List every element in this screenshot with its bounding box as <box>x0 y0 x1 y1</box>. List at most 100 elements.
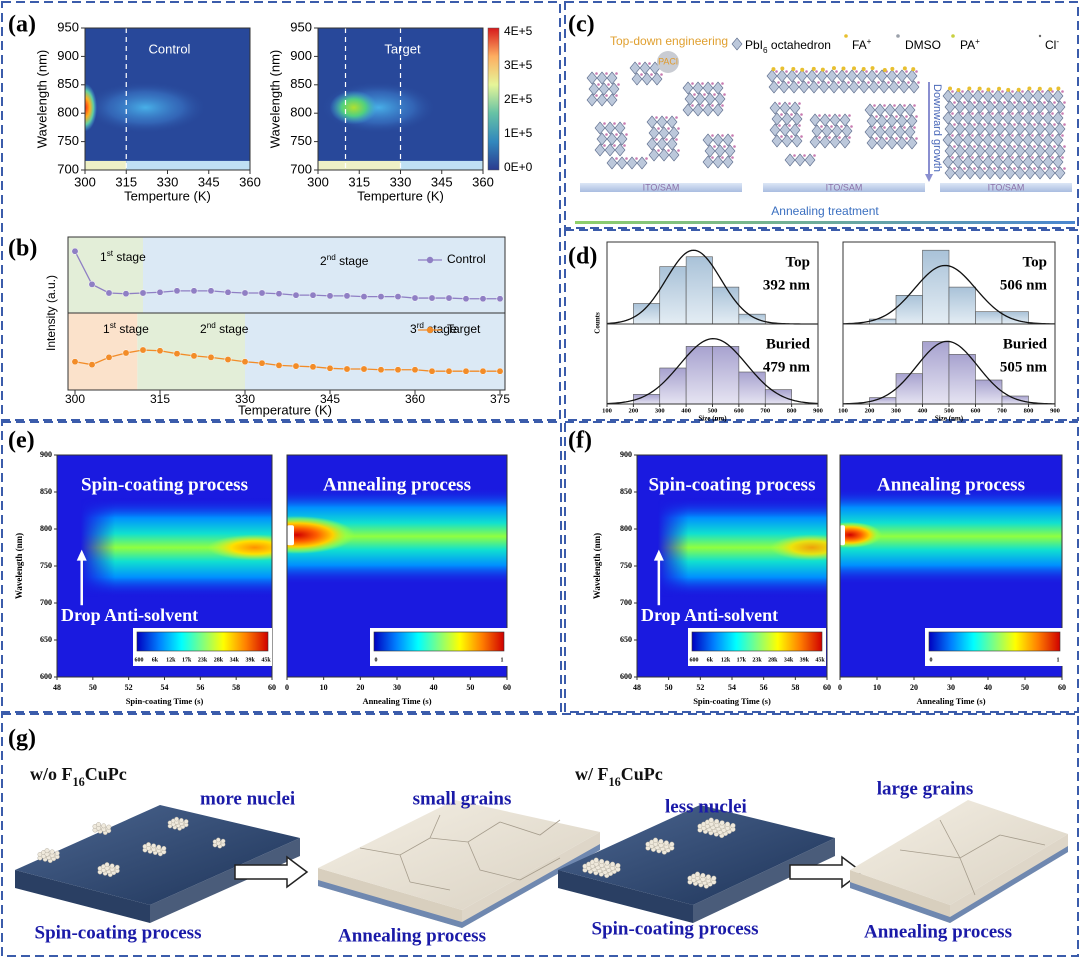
octahedron <box>1014 166 1026 180</box>
slab-layer <box>850 882 950 923</box>
octahedron <box>694 92 706 106</box>
legend-label-part: FA <box>852 38 867 52</box>
ion <box>625 157 628 160</box>
series-point <box>377 366 385 374</box>
octahedron <box>781 134 793 148</box>
stage-label-part: 1 <box>103 322 110 336</box>
octahedron <box>712 133 724 147</box>
ion <box>1031 90 1034 93</box>
nucleus-atom <box>694 871 701 877</box>
ion <box>847 81 850 84</box>
ion <box>827 81 830 84</box>
ion <box>1021 156 1024 159</box>
octahedron <box>596 93 608 107</box>
nucleus-atom <box>615 863 621 869</box>
octahedron <box>942 111 954 125</box>
step-label: Annealing process <box>338 925 486 946</box>
slab-layer <box>950 846 1068 923</box>
x-tick-label: 56 <box>760 683 768 692</box>
surface-ion <box>1037 86 1042 91</box>
series-point <box>71 247 79 255</box>
octahedron <box>714 144 726 158</box>
legend-label-part: DMSO <box>905 38 941 52</box>
series-point <box>241 289 249 297</box>
ion <box>1023 167 1026 170</box>
x-tick-label: 700 <box>760 407 770 414</box>
octahedron <box>1032 155 1044 169</box>
panel-label: (g) <box>8 726 36 752</box>
ion <box>1031 134 1034 137</box>
legend-label: PbI6 octahedron <box>745 38 831 54</box>
ion <box>983 123 986 126</box>
condition-label: w/ F16CuPc <box>575 764 663 789</box>
series-point <box>428 294 436 302</box>
series-point <box>462 367 470 375</box>
y-tick-label: 850 <box>57 76 79 91</box>
hist-title: Top <box>786 254 810 270</box>
series-point <box>190 287 198 295</box>
x-tick-label: 200 <box>865 407 875 414</box>
ion <box>1023 101 1026 104</box>
octahedron <box>1014 100 1026 114</box>
ion <box>775 70 778 73</box>
panel-border <box>564 421 1079 713</box>
ion <box>963 167 966 170</box>
nucleus-atom <box>114 864 120 870</box>
ion <box>907 81 910 84</box>
octahedron <box>784 153 796 167</box>
octahedron <box>646 115 658 129</box>
ion <box>1051 156 1054 159</box>
legend-label: FA+ <box>852 37 872 53</box>
colorbar-label: 1 <box>501 657 504 663</box>
octahedron <box>826 69 838 83</box>
x-axis-label: Spin-coating Time (s) <box>126 696 204 706</box>
ion <box>1053 167 1056 170</box>
series-point <box>156 288 164 296</box>
condition-label-part: CuPc <box>621 764 663 784</box>
octahedron <box>796 69 808 83</box>
series-point <box>411 294 419 302</box>
ion <box>1033 167 1036 170</box>
ion <box>828 136 831 139</box>
ion <box>780 113 783 116</box>
stage-label: 3rd stage <box>410 321 457 337</box>
surface-ion <box>911 67 916 72</box>
nucleus-atom <box>663 840 669 846</box>
legend-icon <box>1038 34 1042 38</box>
ion <box>963 101 966 104</box>
octahedron <box>639 61 651 75</box>
octahedron <box>668 126 680 140</box>
octahedron <box>878 80 890 94</box>
condition-label-part: 16 <box>73 775 85 789</box>
octahedron <box>702 133 714 147</box>
octahedron <box>896 136 908 150</box>
ion <box>1011 156 1014 159</box>
ion <box>1011 134 1014 137</box>
surface-ion <box>831 66 836 71</box>
map-title: Control <box>149 41 191 56</box>
ion <box>605 72 608 75</box>
x-tick-label: 60 <box>1058 683 1066 692</box>
ion <box>803 154 806 157</box>
octahedron <box>1012 111 1024 125</box>
ion <box>837 81 840 84</box>
hist-bar <box>895 373 923 405</box>
fit-curve <box>842 340 1056 405</box>
octahedron <box>886 69 898 83</box>
ion <box>953 167 956 170</box>
nucleus-atom <box>593 857 599 863</box>
octahedron <box>631 72 643 86</box>
octahedron <box>964 100 976 114</box>
octahedron <box>594 143 606 157</box>
ion <box>818 136 821 139</box>
ion <box>788 102 791 105</box>
x-tick-label: 375 <box>490 392 510 406</box>
octahedron <box>839 113 851 127</box>
ion <box>1021 134 1024 137</box>
octahedron <box>906 136 918 150</box>
heatmap-core <box>85 83 97 132</box>
colorbar-label: 28k <box>214 657 224 663</box>
grain-boundary <box>409 881 451 891</box>
ion <box>1043 101 1046 104</box>
ion <box>623 122 626 125</box>
